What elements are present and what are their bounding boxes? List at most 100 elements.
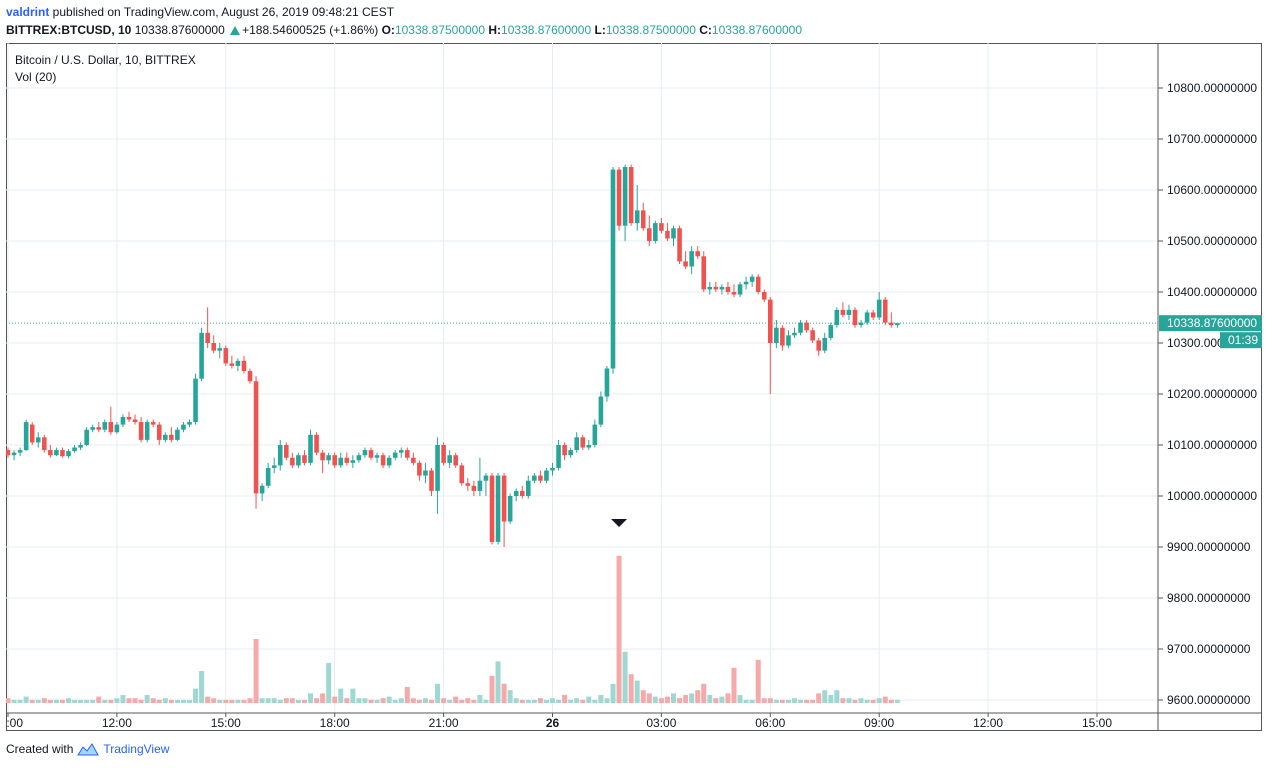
volume-bar bbox=[834, 690, 840, 703]
volume-bar bbox=[350, 688, 356, 703]
low-value: 10338.87500000 bbox=[605, 23, 696, 37]
candle-body bbox=[211, 343, 216, 351]
volume-bar bbox=[120, 695, 126, 703]
candle-body bbox=[640, 210, 646, 229]
candle-body bbox=[465, 483, 471, 486]
candle-body bbox=[768, 299, 773, 343]
y-tick-label: 10800.00000000 bbox=[1167, 81, 1257, 95]
candle-body bbox=[628, 167, 634, 224]
candle-body bbox=[302, 455, 307, 463]
candle-body bbox=[138, 422, 144, 440]
candle-body bbox=[5, 450, 11, 456]
candle-body bbox=[253, 381, 259, 494]
candle-body bbox=[17, 450, 23, 453]
volume-bar bbox=[658, 698, 664, 703]
volume-bar bbox=[513, 698, 519, 703]
open-label: O: bbox=[381, 23, 395, 37]
volume-bar bbox=[410, 698, 416, 703]
volume-bar bbox=[283, 698, 289, 703]
candle-body bbox=[35, 437, 41, 443]
price-chart[interactable]: 10800.00000000 10700.00000000 10600.000000… bbox=[0, 43, 1262, 731]
candle-body bbox=[163, 434, 168, 440]
candle-body bbox=[392, 452, 398, 458]
volume-bar bbox=[404, 687, 410, 703]
volume-bar bbox=[628, 674, 634, 703]
volume-bar bbox=[453, 696, 459, 703]
volume-bar bbox=[737, 695, 743, 703]
volume-bar bbox=[610, 683, 616, 703]
volume-bar bbox=[471, 699, 477, 703]
candle-body bbox=[386, 457, 392, 466]
volume-bar bbox=[368, 699, 374, 703]
volume-bar bbox=[525, 699, 531, 703]
x-tick-label: 12:00 bbox=[102, 716, 132, 730]
y-tick-label: 10600.00000000 bbox=[1167, 183, 1257, 197]
candle-body bbox=[810, 330, 815, 341]
publish-info: published on TradingView.com, August 26,… bbox=[49, 5, 395, 19]
volume-bar bbox=[864, 699, 870, 703]
candle-body bbox=[169, 434, 174, 440]
candle-body bbox=[743, 281, 749, 285]
volume-bar bbox=[779, 699, 785, 703]
volume-bar bbox=[604, 698, 610, 703]
candle-body bbox=[241, 360, 247, 372]
volume-bar bbox=[519, 699, 525, 703]
volume-bar bbox=[671, 693, 676, 703]
candle-body bbox=[616, 169, 622, 226]
volume-bar bbox=[664, 696, 670, 703]
volume-bar bbox=[53, 699, 59, 703]
volume-bar bbox=[616, 555, 622, 703]
candle-body bbox=[804, 322, 809, 331]
chart-area[interactable]: 10800.00000000 10700.00000000 10600.000000… bbox=[0, 43, 1262, 731]
volume-bar bbox=[828, 695, 834, 703]
candle-body bbox=[659, 223, 664, 231]
countdown-tag bbox=[1220, 332, 1262, 349]
candle-body bbox=[471, 485, 477, 491]
volume-bar bbox=[483, 699, 489, 703]
x-tick-label: 21:00 bbox=[429, 716, 459, 730]
volume-bar bbox=[132, 698, 138, 703]
candle-body bbox=[308, 434, 313, 463]
candle-body bbox=[29, 424, 35, 443]
candle-body bbox=[11, 452, 17, 456]
candle-body bbox=[489, 475, 495, 542]
candle-body bbox=[380, 455, 386, 466]
volume-bar bbox=[380, 698, 386, 703]
candle-body bbox=[296, 455, 301, 466]
author-name[interactable]: valdrint bbox=[6, 5, 50, 19]
volume-bar bbox=[755, 659, 761, 703]
volume-bar bbox=[598, 695, 604, 703]
volume-bar bbox=[392, 699, 398, 703]
x-tick-label: 12:00 bbox=[973, 716, 1003, 730]
x-tick-label: 03:00 bbox=[646, 716, 676, 730]
volume-bar bbox=[362, 698, 368, 703]
candle-body bbox=[846, 309, 852, 315]
candle-body bbox=[483, 475, 489, 481]
y-tick-label: 9600.00000000 bbox=[1167, 693, 1251, 707]
volume-bar bbox=[810, 699, 816, 703]
candle-body bbox=[90, 427, 95, 430]
candle-body bbox=[344, 457, 350, 463]
candle-body bbox=[755, 276, 761, 292]
candle-body bbox=[852, 309, 858, 326]
candle-body bbox=[774, 327, 779, 343]
candle-body bbox=[544, 470, 549, 481]
candle-body bbox=[229, 363, 235, 366]
candle-body bbox=[513, 490, 519, 496]
candle-body bbox=[193, 378, 198, 423]
tradingview-link[interactable]: TradingView bbox=[103, 742, 170, 756]
volume-bar bbox=[495, 661, 501, 703]
volume-bar bbox=[265, 698, 271, 703]
series-legend: Bitcoin / U.S. Dollar, 10, BITTREX bbox=[15, 53, 196, 67]
candle-body bbox=[786, 335, 791, 346]
candle-body bbox=[665, 230, 670, 239]
candle-body bbox=[477, 480, 483, 491]
volume-bar bbox=[5, 698, 11, 703]
candle-body bbox=[519, 490, 525, 496]
volume-bar bbox=[731, 667, 737, 703]
publish-line: valdrint published on TradingView.com, A… bbox=[6, 5, 394, 19]
volume-bar bbox=[743, 699, 749, 703]
volume-bar bbox=[701, 683, 707, 703]
candle-body bbox=[538, 475, 543, 481]
volume-bar bbox=[840, 698, 846, 703]
